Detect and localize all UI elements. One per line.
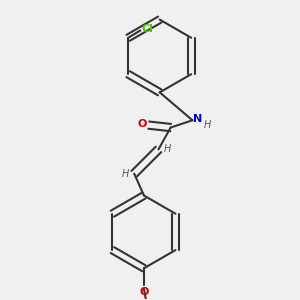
Text: Cl: Cl <box>142 24 154 34</box>
Text: H: H <box>163 144 171 154</box>
Text: H: H <box>122 169 129 179</box>
Text: O: O <box>139 287 148 297</box>
Text: N: N <box>193 114 202 124</box>
Text: O: O <box>137 119 147 129</box>
Text: H: H <box>203 120 211 130</box>
